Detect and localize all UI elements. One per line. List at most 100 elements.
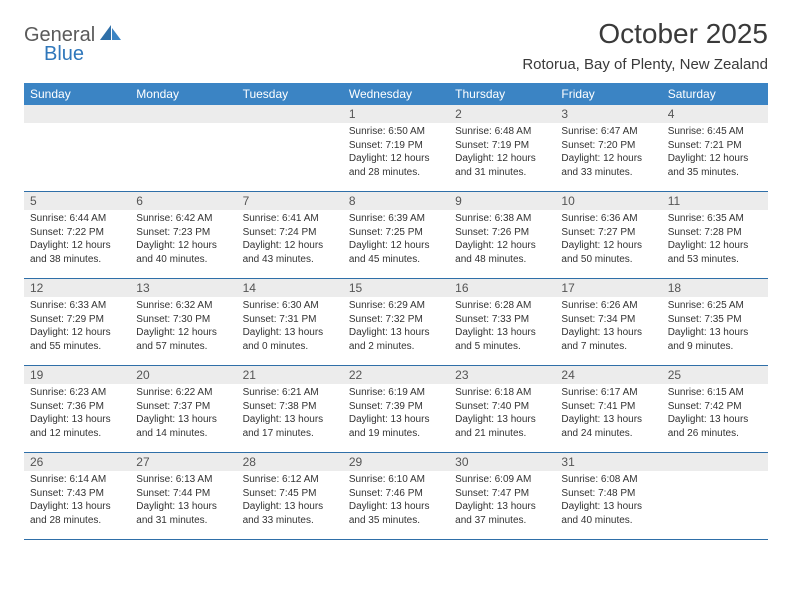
day-details: Sunrise: 6:26 AMSunset: 7:34 PMDaylight:… <box>555 297 661 357</box>
daylight-text: Daylight: 13 hours and 40 minutes. <box>561 500 655 527</box>
day-cell: 12Sunrise: 6:33 AMSunset: 7:29 PMDayligh… <box>24 279 130 365</box>
sunset-text: Sunset: 7:25 PM <box>349 226 443 240</box>
daylight-text: Daylight: 12 hours and 33 minutes. <box>561 152 655 179</box>
day-cell: 7Sunrise: 6:41 AMSunset: 7:24 PMDaylight… <box>237 192 343 278</box>
day-number: 31 <box>555 453 661 471</box>
day-details: Sunrise: 6:21 AMSunset: 7:38 PMDaylight:… <box>237 384 343 444</box>
day-details: Sunrise: 6:23 AMSunset: 7:36 PMDaylight:… <box>24 384 130 444</box>
week-row: 5Sunrise: 6:44 AMSunset: 7:22 PMDaylight… <box>24 192 768 279</box>
day-details <box>662 471 768 477</box>
day-cell: 17Sunrise: 6:26 AMSunset: 7:34 PMDayligh… <box>555 279 661 365</box>
day-details: Sunrise: 6:10 AMSunset: 7:46 PMDaylight:… <box>343 471 449 531</box>
daylight-text: Daylight: 12 hours and 35 minutes. <box>668 152 762 179</box>
title-block: October 2025 Rotorua, Bay of Plenty, New… <box>522 18 768 73</box>
week-row: 26Sunrise: 6:14 AMSunset: 7:43 PMDayligh… <box>24 453 768 540</box>
sunset-text: Sunset: 7:29 PM <box>30 313 124 327</box>
sunrise-text: Sunrise: 6:47 AM <box>561 125 655 139</box>
day-cell: 1Sunrise: 6:50 AMSunset: 7:19 PMDaylight… <box>343 105 449 191</box>
weekday-header: Tuesday <box>237 83 343 105</box>
day-number: 20 <box>130 366 236 384</box>
week-row: 12Sunrise: 6:33 AMSunset: 7:29 PMDayligh… <box>24 279 768 366</box>
weekday-header-row: SundayMondayTuesdayWednesdayThursdayFrid… <box>24 83 768 105</box>
daylight-text: Daylight: 13 hours and 28 minutes. <box>30 500 124 527</box>
day-details: Sunrise: 6:09 AMSunset: 7:47 PMDaylight:… <box>449 471 555 531</box>
day-details: Sunrise: 6:39 AMSunset: 7:25 PMDaylight:… <box>343 210 449 270</box>
sunrise-text: Sunrise: 6:10 AM <box>349 473 443 487</box>
sunset-text: Sunset: 7:39 PM <box>349 400 443 414</box>
sunset-text: Sunset: 7:21 PM <box>668 139 762 153</box>
daylight-text: Daylight: 13 hours and 35 minutes. <box>349 500 443 527</box>
sunrise-text: Sunrise: 6:23 AM <box>30 386 124 400</box>
day-cell: 3Sunrise: 6:47 AMSunset: 7:20 PMDaylight… <box>555 105 661 191</box>
sunrise-text: Sunrise: 6:33 AM <box>30 299 124 313</box>
day-number: 11 <box>662 192 768 210</box>
daylight-text: Daylight: 13 hours and 0 minutes. <box>243 326 337 353</box>
sunrise-text: Sunrise: 6:35 AM <box>668 212 762 226</box>
sunset-text: Sunset: 7:30 PM <box>136 313 230 327</box>
day-number: 16 <box>449 279 555 297</box>
sunrise-text: Sunrise: 6:38 AM <box>455 212 549 226</box>
day-cell: 16Sunrise: 6:28 AMSunset: 7:33 PMDayligh… <box>449 279 555 365</box>
day-number: 0 <box>130 105 236 123</box>
daylight-text: Daylight: 12 hours and 31 minutes. <box>455 152 549 179</box>
sunrise-text: Sunrise: 6:19 AM <box>349 386 443 400</box>
day-number: 0 <box>24 105 130 123</box>
daylight-text: Daylight: 13 hours and 12 minutes. <box>30 413 124 440</box>
day-details: Sunrise: 6:22 AMSunset: 7:37 PMDaylight:… <box>130 384 236 444</box>
daylight-text: Daylight: 13 hours and 7 minutes. <box>561 326 655 353</box>
location-subtitle: Rotorua, Bay of Plenty, New Zealand <box>522 56 768 73</box>
day-details: Sunrise: 6:45 AMSunset: 7:21 PMDaylight:… <box>662 123 768 183</box>
day-number: 1 <box>343 105 449 123</box>
day-details <box>130 123 236 129</box>
sunset-text: Sunset: 7:41 PM <box>561 400 655 414</box>
day-cell: 25Sunrise: 6:15 AMSunset: 7:42 PMDayligh… <box>662 366 768 452</box>
day-cell: 22Sunrise: 6:19 AMSunset: 7:39 PMDayligh… <box>343 366 449 452</box>
day-cell: 28Sunrise: 6:12 AMSunset: 7:45 PMDayligh… <box>237 453 343 539</box>
day-details: Sunrise: 6:35 AMSunset: 7:28 PMDaylight:… <box>662 210 768 270</box>
sunrise-text: Sunrise: 6:32 AM <box>136 299 230 313</box>
header: General Blue October 2025 Rotorua, Bay o… <box>24 18 768 73</box>
day-cell: 24Sunrise: 6:17 AMSunset: 7:41 PMDayligh… <box>555 366 661 452</box>
daylight-text: Daylight: 12 hours and 55 minutes. <box>30 326 124 353</box>
day-cell: 29Sunrise: 6:10 AMSunset: 7:46 PMDayligh… <box>343 453 449 539</box>
day-number: 15 <box>343 279 449 297</box>
day-number: 6 <box>130 192 236 210</box>
day-cell: 23Sunrise: 6:18 AMSunset: 7:40 PMDayligh… <box>449 366 555 452</box>
sunrise-text: Sunrise: 6:08 AM <box>561 473 655 487</box>
calendar-body: 0001Sunrise: 6:50 AMSunset: 7:19 PMDayli… <box>24 105 768 540</box>
day-number: 22 <box>343 366 449 384</box>
sunrise-text: Sunrise: 6:21 AM <box>243 386 337 400</box>
day-cell: 0 <box>24 105 130 191</box>
daylight-text: Daylight: 13 hours and 26 minutes. <box>668 413 762 440</box>
daylight-text: Daylight: 13 hours and 5 minutes. <box>455 326 549 353</box>
day-number: 29 <box>343 453 449 471</box>
sail-icon <box>100 25 122 46</box>
daylight-text: Daylight: 13 hours and 24 minutes. <box>561 413 655 440</box>
weekday-header: Monday <box>130 83 236 105</box>
page: General Blue October 2025 Rotorua, Bay o… <box>0 0 792 540</box>
sunrise-text: Sunrise: 6:18 AM <box>455 386 549 400</box>
day-cell: 9Sunrise: 6:38 AMSunset: 7:26 PMDaylight… <box>449 192 555 278</box>
weekday-header: Sunday <box>24 83 130 105</box>
sunset-text: Sunset: 7:32 PM <box>349 313 443 327</box>
sunset-text: Sunset: 7:33 PM <box>455 313 549 327</box>
daylight-text: Daylight: 13 hours and 21 minutes. <box>455 413 549 440</box>
day-details: Sunrise: 6:25 AMSunset: 7:35 PMDaylight:… <box>662 297 768 357</box>
daylight-text: Daylight: 13 hours and 9 minutes. <box>668 326 762 353</box>
day-cell: 8Sunrise: 6:39 AMSunset: 7:25 PMDaylight… <box>343 192 449 278</box>
day-cell: 13Sunrise: 6:32 AMSunset: 7:30 PMDayligh… <box>130 279 236 365</box>
sunset-text: Sunset: 7:43 PM <box>30 487 124 501</box>
day-details: Sunrise: 6:47 AMSunset: 7:20 PMDaylight:… <box>555 123 661 183</box>
sunrise-text: Sunrise: 6:13 AM <box>136 473 230 487</box>
day-number: 27 <box>130 453 236 471</box>
sunrise-text: Sunrise: 6:17 AM <box>561 386 655 400</box>
day-number: 7 <box>237 192 343 210</box>
daylight-text: Daylight: 13 hours and 31 minutes. <box>136 500 230 527</box>
day-details <box>237 123 343 129</box>
sunrise-text: Sunrise: 6:44 AM <box>30 212 124 226</box>
sunrise-text: Sunrise: 6:25 AM <box>668 299 762 313</box>
day-details: Sunrise: 6:41 AMSunset: 7:24 PMDaylight:… <box>237 210 343 270</box>
sunrise-text: Sunrise: 6:41 AM <box>243 212 337 226</box>
sunset-text: Sunset: 7:31 PM <box>243 313 337 327</box>
day-cell: 14Sunrise: 6:30 AMSunset: 7:31 PMDayligh… <box>237 279 343 365</box>
